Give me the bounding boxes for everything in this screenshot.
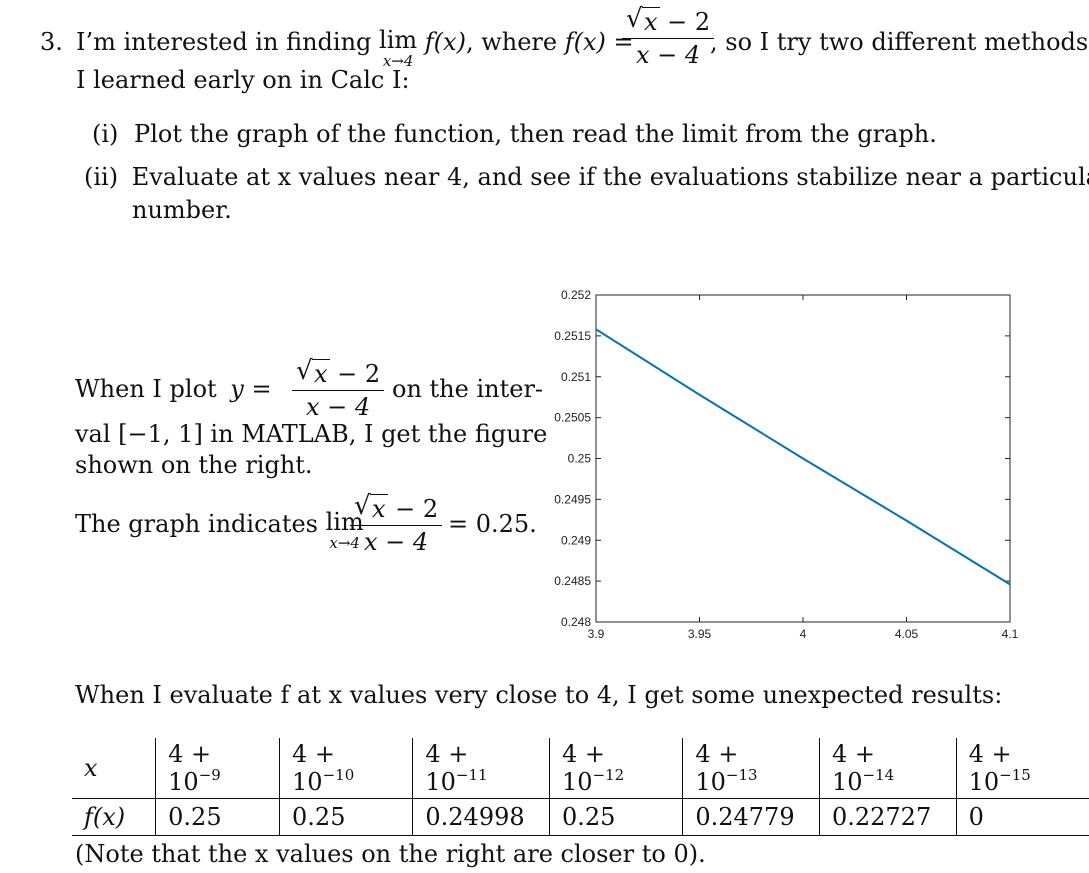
series-line: [595, 328, 1011, 586]
x-cell-6: 4 + 10−14: [818, 738, 957, 799]
method-item-1: (i) Plot the graph of the function, then…: [92, 120, 937, 148]
item1-text: Plot the graph of the function, then rea…: [134, 120, 937, 148]
x-tick-label: 3.9: [588, 627, 605, 641]
note-text: (Note that the x values on the right are…: [75, 840, 706, 868]
y-tick-label: 0.2495: [554, 492, 591, 506]
graph-fraction: √ x − 2 x − 4: [350, 491, 443, 556]
fx-cell-4: 0.25: [548, 798, 683, 836]
fx-cell-5: 0.24779: [682, 798, 820, 836]
x-tick-label: 4.05: [895, 627, 919, 641]
x-tick-label: 4.1: [1002, 627, 1019, 641]
fx-cell-7: 0: [955, 798, 1089, 836]
x-cell-5: 4 + 10−13: [682, 738, 820, 799]
problem-intro-line2: I learned early on in Calc I:: [76, 66, 410, 94]
x-tick-label: 4: [800, 627, 807, 641]
x-tick-label: 3.95: [688, 627, 712, 641]
plot-line2: val [−1, 1] in MATLAB, I get the figure: [75, 420, 548, 448]
y-tick-label: 0.2505: [554, 411, 591, 425]
problem-fraction: √ x − 2 x − 4: [622, 4, 715, 69]
table-row: f(x) 0.25 0.25 0.24998 0.25 0.24779 0.22…: [72, 798, 1089, 836]
plot-line3: shown on the right.: [75, 451, 313, 479]
method-item-2-cont: number.: [132, 196, 232, 224]
x-cell-4: 4 + 10−12: [548, 738, 683, 799]
problem-intro-b: , so I try two different methods: [710, 28, 1089, 56]
method-item-2: (ii) Evaluate at x values near 4, and se…: [84, 163, 1089, 191]
plot-y-eq: y =: [230, 375, 272, 403]
graph-result: = 0.25.: [448, 510, 537, 538]
plot-frame: [595, 294, 1011, 623]
function-plot: 0.252 0.2515 0.251 0.2505 0.25 0.2495 0.249 0.2…: [554, 288, 1019, 641]
plot-line1-a: When I plot: [75, 375, 217, 403]
fx-cell-1: 0.25: [155, 798, 280, 836]
plot-line1: When I plot y =: [75, 375, 272, 403]
row-x-label: x: [72, 738, 156, 799]
x-cell-7: 4 + 10−15: [955, 738, 1089, 799]
y-tick-label: 0.25: [568, 452, 592, 466]
values-table: x 4 + 10−9 4 + 10−10 4 + 10−11 4 + 10−12…: [72, 738, 1089, 836]
table-row: x 4 + 10−9 4 + 10−10 4 + 10−11 4 + 10−12…: [72, 738, 1089, 799]
item2-text: Evaluate at x values near 4, and see if …: [131, 163, 1089, 191]
fx-cell-2: 0.25: [279, 798, 413, 836]
plot-fraction: √ x − 2 x − 4: [292, 356, 385, 421]
fx-cell-3: 0.24998: [412, 798, 550, 836]
x-cell-1: 4 + 10−9: [155, 738, 280, 799]
y-tick-label: 0.2485: [554, 574, 591, 588]
fraction-denominator: x − 4: [622, 38, 715, 69]
function-name-eq: f(x) =: [564, 28, 634, 56]
eval-text: When I evaluate f at x values very close…: [75, 681, 1003, 709]
y-tick-label: 0.251: [561, 370, 591, 384]
graph-indicates: The graph indicates lim x→4: [75, 508, 364, 552]
fx-cell-6: 0.22727: [818, 798, 957, 836]
intro-text-a: I’m interested in finding: [76, 28, 372, 56]
y-tick-label: 0.249: [561, 533, 591, 547]
y-tick-label: 0.248: [561, 615, 591, 629]
limit-operator-2: lim x→4: [325, 508, 364, 552]
item1-label: (i): [92, 120, 119, 148]
y-tick-label: 0.252: [561, 288, 591, 302]
item2-label: (ii): [84, 163, 119, 191]
plot-line1-b: on the inter-: [392, 375, 544, 403]
x-cell-2: 4 + 10−10: [279, 738, 413, 799]
function-name: f(x): [424, 28, 466, 56]
limit-operator: lim x→4: [379, 26, 418, 70]
where-text: , where: [465, 28, 558, 56]
problem-number: 3.: [40, 28, 63, 56]
x-cell-3: 4 + 10−11: [412, 738, 550, 799]
problem-intro-line1: I’m interested in finding lim x→4 f(x), …: [76, 28, 634, 69]
row-fx-label: f(x): [72, 798, 156, 836]
y-tick-label: 0.2515: [554, 329, 591, 343]
